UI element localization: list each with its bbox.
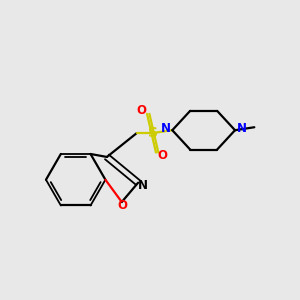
Text: O: O xyxy=(157,149,167,162)
Text: O: O xyxy=(136,104,146,117)
Text: N: N xyxy=(138,178,148,192)
Text: N: N xyxy=(236,122,247,135)
Text: S: S xyxy=(148,126,158,140)
Text: N: N xyxy=(161,122,171,135)
Text: O: O xyxy=(117,199,128,212)
